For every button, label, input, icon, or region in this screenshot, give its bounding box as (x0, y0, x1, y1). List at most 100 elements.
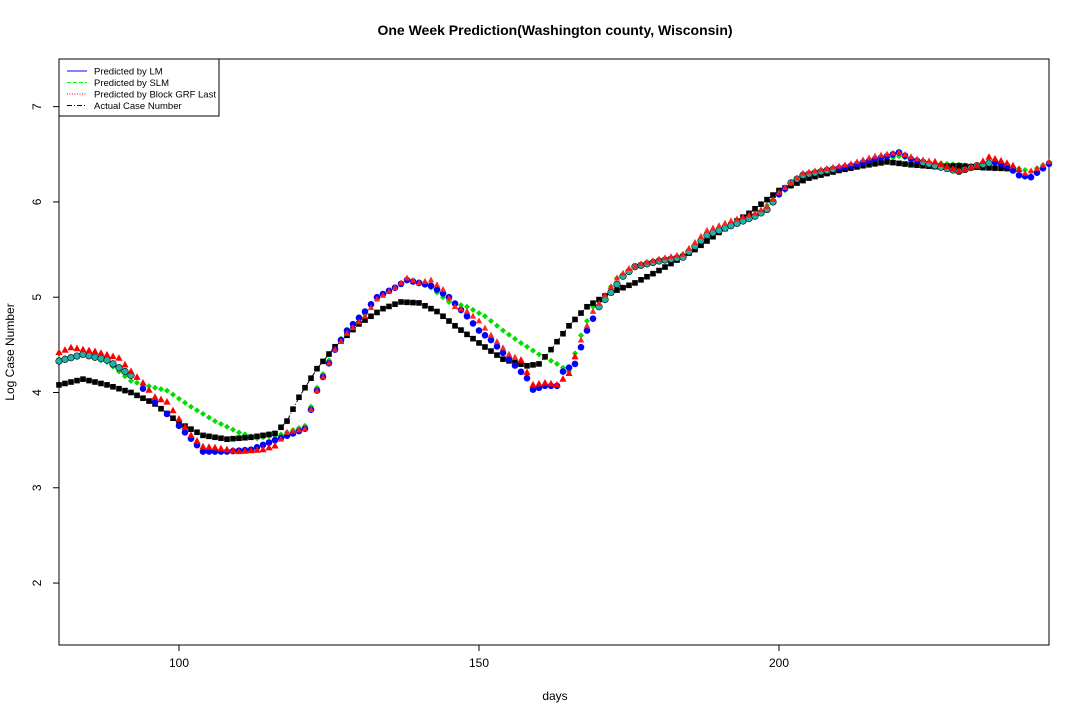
lm-point (985, 159, 993, 167)
actual-point (260, 432, 266, 439)
grf-point (1021, 169, 1029, 176)
lm-point (97, 355, 105, 363)
grf-point (199, 442, 207, 450)
grf-point (193, 437, 201, 444)
grf-point (55, 348, 63, 356)
lm-point (271, 436, 279, 444)
slm-point (470, 306, 476, 313)
actual-point (146, 398, 152, 404)
lm-point (529, 386, 537, 393)
grf-point (799, 169, 807, 176)
actual-point (896, 160, 902, 167)
slm-point (488, 318, 494, 325)
actual-point (524, 363, 530, 369)
actual-point (902, 161, 908, 167)
grf-point (1015, 165, 1023, 173)
lm-point (517, 368, 525, 376)
grf-point (337, 337, 345, 344)
actual-point (434, 308, 440, 315)
lm-point (613, 280, 621, 288)
grf-point (853, 158, 861, 165)
actual-point (68, 379, 74, 385)
grf-point (859, 156, 867, 163)
y-tick-label: 7 (30, 103, 44, 110)
actual-point (236, 435, 242, 442)
actual-point (374, 309, 380, 316)
slm-point (224, 423, 230, 430)
grf-point (781, 184, 789, 191)
actual-point (560, 330, 566, 337)
grf-point (397, 279, 405, 286)
actual-point (104, 382, 110, 388)
grf-point (595, 299, 603, 306)
actual-point (422, 302, 428, 309)
actual-point (812, 173, 818, 180)
lm-point (265, 439, 273, 446)
grf-point (343, 329, 351, 336)
grf-point (619, 269, 627, 276)
actual-point (578, 310, 584, 316)
grf-point (313, 386, 321, 393)
grf-point (235, 447, 243, 455)
grf-point (523, 368, 531, 376)
grf-point (373, 295, 381, 302)
grf-point (817, 166, 825, 173)
grf-point (499, 344, 507, 351)
grf-point (679, 250, 687, 257)
lm-point (91, 353, 99, 361)
actual-point (566, 322, 572, 329)
slm-point (176, 395, 182, 402)
actual-point (386, 303, 392, 310)
grf-point (811, 167, 819, 174)
lm-point (433, 286, 441, 293)
lm-point (115, 364, 123, 372)
slm-point (200, 410, 206, 417)
slm-point (188, 403, 194, 410)
actual-point (320, 358, 326, 365)
grf-point (463, 307, 471, 314)
actual-point (470, 335, 476, 342)
grf-point (259, 445, 267, 453)
slm-point (482, 313, 488, 320)
actual-point (872, 161, 878, 167)
lm-point (259, 441, 267, 449)
x-tick-label: 150 (469, 656, 489, 670)
grf-point (985, 153, 993, 160)
lm-point (583, 327, 591, 334)
slm-point (530, 347, 536, 354)
actual-point (362, 317, 368, 323)
grf-point (973, 161, 981, 169)
actual-point (494, 352, 500, 358)
slm-point (128, 378, 134, 385)
actual-line-path (58, 161, 1008, 440)
grf-point (211, 443, 219, 451)
lm-point (475, 327, 483, 334)
grf-point (367, 304, 375, 311)
grf-point (955, 167, 963, 175)
grf-point (727, 217, 735, 224)
actual-point (548, 346, 554, 353)
actual-point (866, 161, 872, 168)
grf-point (85, 346, 93, 354)
grf-point (565, 369, 573, 377)
y-tick-label: 2 (30, 579, 44, 586)
grf-point (823, 164, 831, 171)
actual-point (392, 301, 398, 307)
actual-point (80, 376, 86, 382)
actual-point (134, 392, 140, 399)
actual-point (188, 426, 194, 432)
grf-point (715, 222, 723, 229)
grf-point (469, 312, 477, 319)
grf-point (295, 426, 303, 433)
grf-point (925, 157, 933, 164)
grf-point (829, 163, 837, 170)
actual-point (302, 384, 308, 391)
grf-point (133, 373, 141, 380)
grf-point (385, 287, 393, 294)
y-axis: 2 3 4 5 6 7 (30, 103, 60, 586)
grf-point (481, 324, 489, 331)
grf-point (883, 150, 891, 157)
slm-point (206, 414, 212, 421)
actual-point (92, 379, 98, 385)
